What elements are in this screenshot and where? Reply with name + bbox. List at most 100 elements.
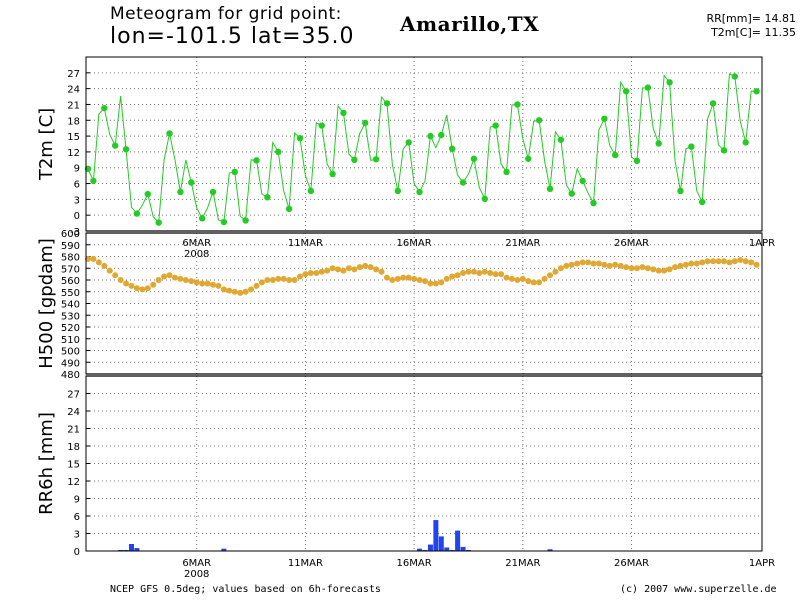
t2m-point [438,131,445,139]
h500-ytick-label: 490 [61,358,80,369]
h500-point [90,255,97,262]
h500-point [432,280,439,287]
t2m-point [448,145,456,152]
t2m-point [275,148,282,156]
t2m-point [329,170,336,178]
h500-point [128,282,135,289]
h500-point [503,274,510,281]
copyright-note: (c) 2007 www.superzelle.de [620,584,777,595]
h500-point [422,278,428,285]
h500-point [150,281,157,288]
rr6h-xtick-label: 21MAR [505,558,540,569]
rr6h-bar [134,548,140,551]
h500-ytick-label: 500 [61,347,80,358]
t2m-point [285,205,293,213]
rr-summary-value: 14.81 [764,12,797,25]
t2m-point [503,168,510,176]
h500-point [699,259,706,266]
t2m-xtick-label: 11MAR [288,238,323,249]
h500-ytick-label: 520 [61,323,80,334]
t2m-point [644,84,652,91]
t2m-point [372,156,380,163]
t2m-point [90,177,97,185]
h500-point [514,277,521,283]
t2m-point [568,190,575,197]
rr6h-xtick-year: 2008 [184,569,209,580]
rr6h-bar [444,547,450,551]
h500-point [161,273,168,280]
h500-point [519,275,526,282]
h500-point [210,281,217,288]
h500-point [226,287,233,294]
h500-point [258,279,265,286]
t2m-point [720,147,728,154]
t2m-ytick-label: 27 [67,69,80,80]
t2m-point [427,132,434,140]
t2m-point [742,139,749,146]
t2m-point [546,185,554,193]
h500-point [498,271,505,278]
h500-point [644,265,651,272]
h500-point [688,260,695,267]
t2m-point [535,117,543,124]
h500-point [95,259,102,266]
h500-point [655,267,662,274]
h500-point [715,258,722,265]
h500-point [356,264,363,271]
h500-point [530,279,537,286]
t2m-point [709,100,717,107]
h500-point [182,277,189,283]
rr-summary: RR[mm]= 14.81 [706,12,796,25]
t2m-point [622,88,630,95]
rr6h-ytick-label: 24 [67,407,80,418]
t2m-point [492,122,499,129]
t2m-point [362,119,369,127]
t2m-ytick-label: 18 [67,116,80,127]
t2m-point [307,187,315,195]
h500-point [166,272,173,279]
h500-point [389,277,396,283]
t2m-point [144,190,151,198]
h500-point [106,267,113,274]
t2m-point [242,217,249,224]
t2m-point [666,79,673,86]
h500-point [367,264,374,271]
rr6h-ytick-label: 3 [74,530,80,541]
h500-point [470,268,477,275]
h500-point [525,278,532,285]
t2m-point [514,101,521,108]
h500-point [416,277,423,283]
h500-ytick-label: 580 [61,253,80,264]
h500-point [552,268,559,275]
h500-point [264,277,271,283]
rr6h-xtick-label: 11MAR [288,558,323,569]
h500-ytick-label: 600 [61,229,80,240]
h500-point [623,264,630,271]
h500-point [269,277,276,283]
h500-point [487,269,494,276]
h500-point [204,280,211,287]
t2m-point [231,168,238,176]
h500-point [296,273,303,280]
h500-point [568,261,575,268]
h500-point [606,262,613,269]
t2m-point [699,198,706,206]
h500-ytick-label: 480 [61,370,80,381]
h500-point [438,279,445,286]
h500-point [682,261,689,268]
t2m-point [111,142,119,149]
h500-point [617,262,624,269]
t2m-xtick-label: 6MAR [182,238,211,249]
rr6h-ytick-label: 27 [67,390,80,401]
h500-point [650,266,657,273]
h500-point [731,258,738,265]
data-source-note: NCEP GFS 0.5deg; values based on 6h-fore… [110,584,381,595]
h500-point [481,268,488,275]
t2m-summary: T2m[C]= 11.35 [711,26,796,39]
h500-point [302,271,309,278]
t2m-xtick-label: 26MAR [614,238,649,249]
t2m-ytick-label: 24 [67,85,80,96]
rr6h-frame [85,375,763,552]
h500-point [144,285,151,292]
